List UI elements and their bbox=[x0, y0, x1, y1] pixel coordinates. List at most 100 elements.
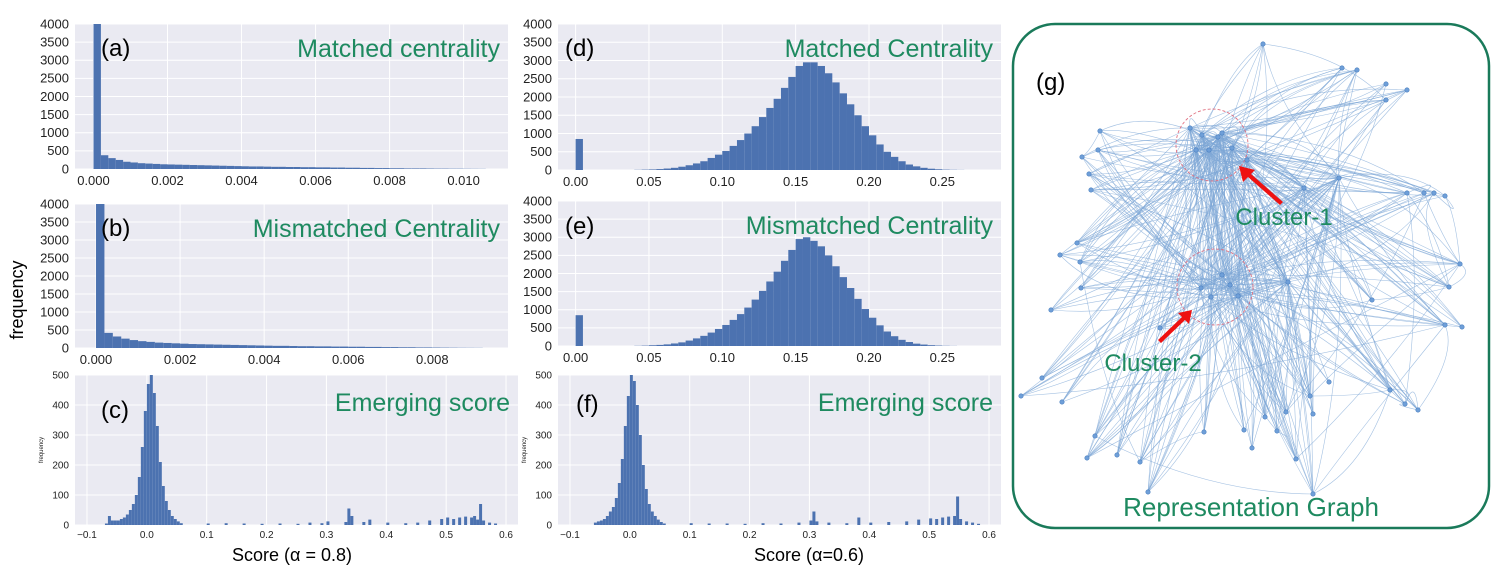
histogram-bar bbox=[373, 346, 382, 348]
graph-node bbox=[1293, 456, 1299, 462]
graph-node bbox=[1336, 175, 1342, 181]
histogram-bar bbox=[173, 519, 177, 525]
graph-edge bbox=[1303, 187, 1463, 328]
graph-edge bbox=[1404, 192, 1415, 405]
graph-edge bbox=[1201, 134, 1231, 286]
histogram-bar bbox=[213, 344, 223, 348]
graph-edge bbox=[1229, 284, 1287, 413]
graph-edge bbox=[1309, 177, 1340, 415]
histogram-bar bbox=[725, 523, 729, 525]
histogram-bar bbox=[663, 168, 671, 170]
y-tick-label: 1000 bbox=[40, 125, 69, 140]
graph-node bbox=[1249, 445, 1255, 451]
histogram-bar bbox=[883, 331, 891, 346]
panel-d-chart: 0 500 1000 1500 2000 2500 3000 3500 4000 0.00 0.05… bbox=[523, 16, 1001, 189]
graph-edge bbox=[1116, 127, 1191, 456]
histogram-bar bbox=[802, 237, 811, 346]
graph-edge bbox=[1251, 177, 1340, 449]
graph-edge bbox=[1079, 132, 1223, 263]
histogram-bar bbox=[113, 520, 117, 525]
histogram-bar bbox=[339, 346, 349, 348]
graph-node bbox=[1078, 285, 1084, 291]
graph-edge bbox=[1303, 187, 1450, 288]
x-tick-label: 0.25 bbox=[930, 174, 955, 189]
graph-edge bbox=[1246, 159, 1463, 328]
y-tick-label: 0 bbox=[62, 161, 69, 176]
x-tick-label: 0.2 bbox=[743, 530, 757, 541]
graph-node bbox=[1244, 157, 1250, 163]
graph-edge bbox=[1195, 149, 1289, 283]
histogram-bar bbox=[707, 523, 711, 525]
graph-edge bbox=[1309, 263, 1461, 397]
graph-edge bbox=[1389, 389, 1409, 405]
histogram-bar bbox=[119, 519, 123, 525]
graph-edge bbox=[1312, 69, 1358, 415]
graph-edge bbox=[1195, 69, 1358, 151]
histogram-bar bbox=[390, 347, 399, 348]
graph-edge bbox=[1287, 281, 1446, 326]
histogram-bar bbox=[134, 495, 138, 525]
panel-title: Mismatched Centrality bbox=[746, 212, 994, 240]
histogram-bar bbox=[174, 164, 183, 169]
histogram-bar bbox=[143, 411, 147, 525]
graph-edges bbox=[1020, 43, 1466, 495]
graph-edge bbox=[1208, 149, 1408, 194]
cluster-1-label: Cluster-1 bbox=[1235, 204, 1332, 231]
histogram-bar bbox=[714, 154, 723, 170]
histogram-bar bbox=[575, 138, 583, 170]
x-tick-label: −0.1 bbox=[560, 530, 580, 541]
x-axis-label-right: Score (α=0.6) bbox=[754, 545, 864, 565]
histogram-bar bbox=[121, 338, 130, 348]
histogram-bar bbox=[161, 486, 165, 525]
histogram-bar bbox=[700, 161, 708, 170]
graph-edge bbox=[1076, 242, 1212, 298]
panel-c-chart: 0 100 200 300 400 500 −0.1 0.0 0.1 0.2 0.3 0.4 0.5 0.… bbox=[39, 370, 518, 541]
histogram-bar bbox=[374, 168, 383, 169]
graph-edge bbox=[1094, 435, 1314, 495]
y-tick-label: 500 bbox=[530, 144, 552, 159]
histogram-bar bbox=[382, 168, 390, 169]
graph-node bbox=[1084, 455, 1090, 461]
histogram-bar bbox=[912, 343, 921, 346]
graph-edge bbox=[1285, 281, 1289, 413]
histogram-bar bbox=[692, 338, 701, 346]
histogram-bar bbox=[827, 522, 831, 525]
histogram-bar bbox=[154, 342, 164, 348]
histogram-bar bbox=[404, 523, 408, 525]
graph-edge bbox=[1221, 192, 1408, 276]
graph-edge bbox=[1448, 263, 1466, 288]
graph-node bbox=[1088, 187, 1094, 193]
x-tick-label: 0.10 bbox=[710, 174, 735, 189]
y-tick-label: 3500 bbox=[523, 211, 552, 226]
graph-edge bbox=[1195, 149, 1231, 286]
histogram-bar bbox=[934, 169, 943, 170]
graph-node bbox=[1310, 491, 1316, 497]
histogram-bar bbox=[795, 65, 803, 170]
graph-node bbox=[1446, 284, 1452, 290]
graph-edge bbox=[1201, 134, 1248, 164]
histogram-bar bbox=[890, 156, 899, 170]
histogram-bar bbox=[473, 516, 477, 525]
histogram-bar bbox=[182, 164, 190, 169]
graph-edge bbox=[1246, 69, 1358, 161]
histogram-bar bbox=[322, 167, 331, 169]
x-tick-label: −0.1 bbox=[77, 530, 97, 541]
x-tick-label: 0.002 bbox=[151, 173, 184, 188]
histogram-bar bbox=[857, 517, 861, 525]
histogram-bar bbox=[599, 520, 603, 525]
histogram-bar bbox=[344, 522, 348, 525]
graph-edge bbox=[1088, 173, 1223, 276]
histogram-bar bbox=[653, 516, 657, 525]
y-tick-label: 1500 bbox=[40, 107, 69, 122]
x-tick-label: 0.3 bbox=[319, 530, 333, 541]
graph-edge bbox=[1189, 127, 1202, 289]
histogram-bar bbox=[331, 346, 340, 348]
graph-edge bbox=[1097, 149, 1461, 265]
graph-edge bbox=[1159, 177, 1340, 329]
graph-edge bbox=[1444, 195, 1461, 265]
histogram-bar bbox=[146, 384, 150, 525]
histogram-bar bbox=[744, 307, 752, 346]
graph-node bbox=[1208, 294, 1214, 300]
histogram-bar bbox=[278, 166, 286, 169]
graph-node bbox=[1219, 130, 1225, 136]
